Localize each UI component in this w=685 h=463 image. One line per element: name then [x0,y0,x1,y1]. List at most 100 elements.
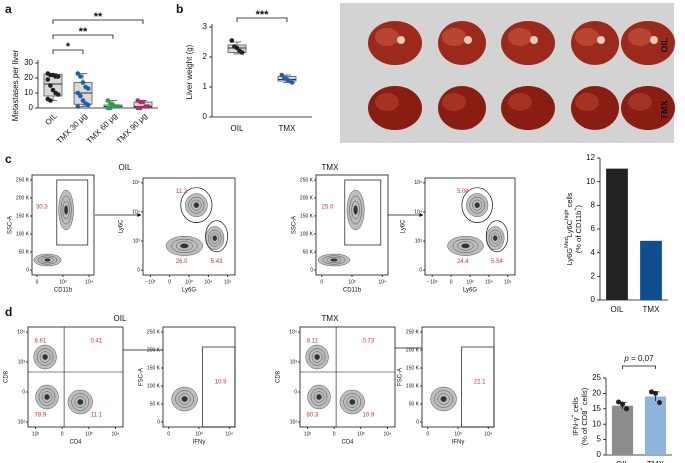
y-tick-label: 10² [290,419,298,425]
y-tick-label: 8 [591,200,596,209]
x-tick-label: 10³ [59,279,67,285]
density-contour [210,232,220,244]
y-tick-label: 6 [591,224,596,233]
density-contour [326,257,342,263]
y-tick-label: 4 [591,248,596,257]
panel-letter: d [5,305,12,319]
density-contour [488,229,502,247]
y-tick-label: 100 K [147,383,161,389]
density-contour [175,390,194,408]
x-axis-label: IFNγ [452,440,465,446]
x-axis-label: CD11b [54,288,73,294]
y-tick-label: 50 K [303,249,314,255]
y-tick-label: 20 [24,73,33,82]
density-contour [314,354,320,360]
point [649,389,654,395]
y-tick-label: 15 [592,404,601,413]
y-tick-label: 250 K [406,329,420,335]
flow-plot-frame [421,326,495,428]
density-contour [472,199,483,211]
y-tick-label: 0 [137,267,140,273]
point [115,104,121,109]
bar [640,240,662,300]
point [657,400,662,406]
y-tick-label: 150 K [16,213,30,219]
significance-label: *** [256,9,270,21]
y-tick-label: 0 [26,267,29,273]
group-title: OIL [119,163,132,172]
density-contour [490,232,500,244]
y-tick-label: 0 [416,419,419,425]
density-contour [308,348,326,366]
superscript: + [570,414,576,417]
y-axis-label: Metastases per liver [11,49,20,121]
point [85,102,91,108]
density-contour [452,238,479,253]
y-tick-label: 200 K [406,347,420,353]
density-contour [178,393,191,405]
y-axis-label: Liver weight (g) [185,44,194,99]
y-axis-label: IFN-γ+ cells [570,397,580,436]
point [239,50,245,55]
y-tick-label: 10³ [415,238,423,244]
density-contour [39,351,51,363]
y-tick-label: 50 K [19,249,30,255]
density-contour [212,235,217,241]
y-tick-label: 200 K [147,347,161,353]
x-axis-label: Ly6G [463,288,477,294]
point [50,87,56,93]
y-tick-label: 0 [203,112,208,121]
y-tick-label: 10³ [133,238,141,244]
significance-bracket [52,19,144,24]
annotation-italic: p [623,354,629,363]
x-tick-label: 0 [426,431,429,437]
gate [205,220,228,253]
x-tick-label: TMX 30 μg [55,112,89,146]
point [620,401,625,407]
x-tick-label: 10⁴ [225,431,233,437]
x-tick-label: TMX [643,305,661,314]
livers [368,21,675,130]
liver-lobe [508,93,532,111]
y-axis-label: Ly6GMedLy6Chigh cells [564,192,574,265]
label-part: cells [565,192,574,209]
x-axis-label: CD4 [341,440,354,446]
density-contour [74,396,87,408]
y-tick-label: 200 K [16,195,30,201]
gate-value: 26.0 [176,259,188,265]
x-tick-label: TMX [279,124,297,133]
y-tick-label: 10² [18,419,26,425]
superscript: + [573,207,579,210]
y-axis-label: FSC-A [139,368,145,386]
point [75,71,81,76]
bar [644,396,667,455]
density-contour [457,241,474,251]
metastasis [650,36,658,44]
gate-value: 0.73 [363,339,375,345]
y-axis-label: Ly6C [401,219,407,233]
point [48,83,53,88]
x-tick-label: 10³ [85,431,93,437]
point [108,105,113,111]
x-tick-label: 10³ [357,431,365,437]
density-contour [469,196,485,214]
density-contour [191,199,202,211]
y-tick-label: 3 [203,22,208,31]
density-contour [316,394,322,400]
density-contour [193,202,199,208]
gate-value: 8.61 [35,339,47,345]
panel-letter: a [5,2,12,16]
density-contour [353,205,358,215]
superscript: high [564,210,570,220]
y-tick-label: 10 [592,419,601,428]
density-contour [64,205,68,215]
density-contour [493,235,498,241]
density-contour [349,399,356,405]
y-axis-label: CD8 [4,370,10,383]
density-contour [474,202,480,208]
y-tick-label: 25 [592,373,601,382]
density-contour [62,200,70,220]
y-tick-label: 0 [29,103,34,112]
density-contour [310,388,328,406]
